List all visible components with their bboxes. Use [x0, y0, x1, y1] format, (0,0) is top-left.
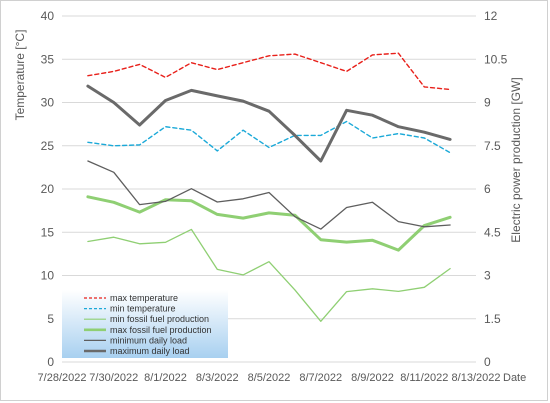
gridlines [62, 15, 476, 363]
series-line [86, 195, 452, 252]
y-axis-right-label: Electric power production [GW] [509, 77, 523, 242]
y-left-tick-label: 25 [41, 139, 55, 153]
y-left-tick-label: 40 [41, 9, 55, 23]
series-line [86, 84, 452, 163]
y-right-tick-label: 12 [484, 9, 498, 23]
legend-label: max fossil fuel production [110, 325, 212, 335]
x-tick-label: 7/30/2022 [89, 372, 138, 384]
y-right-tick-label: 10.5 [484, 52, 508, 66]
x-tick-label: 8/5/2022 [248, 372, 291, 384]
x-tick-label: 8/3/2022 [196, 372, 239, 384]
y-left-tick-label: 0 [47, 355, 54, 369]
legend-label: minimum daily load [110, 335, 187, 345]
y-right-tick-label: 0 [484, 355, 491, 369]
y-right-tick-label: 4.5 [484, 225, 501, 239]
legend-label: min temperature [110, 304, 176, 314]
x-tick-label: 8/7/2022 [299, 372, 342, 384]
series-line [87, 160, 451, 230]
series-line [87, 52, 451, 91]
y-left-tick-label: 10 [41, 269, 55, 283]
series-line [87, 228, 451, 322]
y-axis-left-label: Temperature [°C] [13, 30, 27, 121]
y-left-tick-label: 20 [41, 182, 55, 196]
y-left-tick-label: 15 [41, 225, 55, 239]
x-tick-label: 8/1/2022 [144, 372, 187, 384]
tick-labels: 0 5 10 15 20 25 30 35 40 0 1.5 3 4.5 6 7.5 9 10.5 12 7/28/… [38, 9, 508, 384]
y-right-tick-label: 3 [484, 269, 491, 283]
y-left-tick-label: 5 [47, 312, 54, 326]
y-right-tick-label: 6 [484, 182, 491, 196]
y-left-tick-label: 35 [41, 52, 55, 66]
x-axis-label: Date [503, 372, 526, 384]
legend-label: min fossil fuel production [110, 314, 209, 324]
series-line [87, 120, 451, 154]
x-tick-label: 8/11/2022 [400, 372, 448, 384]
x-tick-label: 8/13/2022 [452, 372, 501, 384]
y-left-tick-label: 30 [41, 96, 55, 110]
legend-label: maximum daily load [110, 346, 190, 356]
series-lines [86, 52, 452, 322]
legend-box [62, 290, 228, 358]
x-tick-label: 8/9/2022 [351, 372, 394, 384]
y-right-tick-label: 7.5 [484, 139, 501, 153]
y-right-tick-label: 9 [484, 96, 491, 110]
x-tick-label: 7/28/2022 [38, 372, 87, 384]
legend-label: max temperature [110, 293, 178, 303]
y-right-tick-label: 1.5 [484, 312, 501, 326]
